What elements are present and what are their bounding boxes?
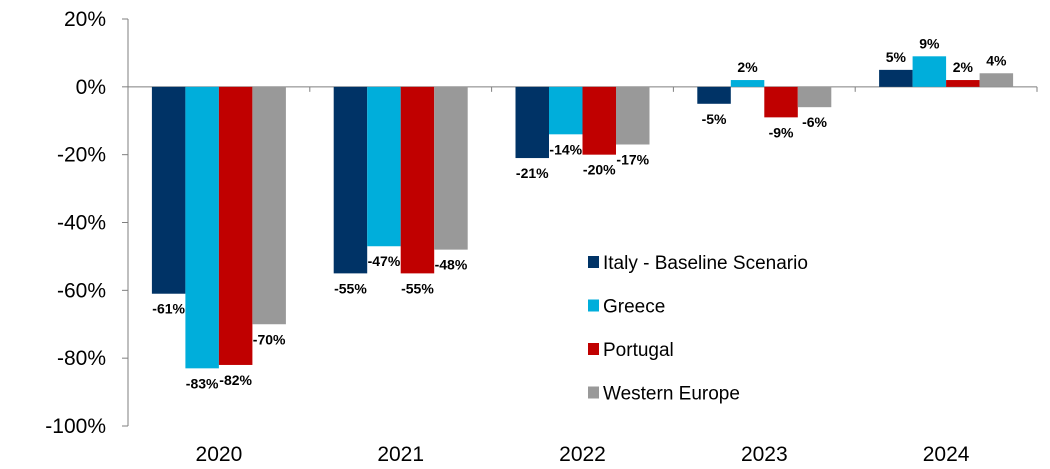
bar [697,86,731,104]
bar [252,86,286,325]
bar [616,86,650,145]
bar [764,86,798,118]
bar [879,69,913,87]
data-label: -14% [549,141,582,157]
data-label: -55% [334,280,367,296]
bar [797,86,832,108]
data-label: 2% [953,59,974,75]
data-label: -47% [368,253,401,269]
data-label: -9% [769,124,794,140]
y-tick-label: -60% [57,279,106,302]
data-label: -5% [702,111,727,127]
data-label: -83% [186,375,219,391]
bar [946,80,980,87]
legend-label: Western Europe [603,384,740,405]
legend-label: Italy - Baseline Scenario [603,253,808,274]
legend-label: Greece [603,297,665,318]
y-axis: 20% 0% -20% -40% -60% -80% -100% [45,8,129,438]
y-tick-label: -40% [57,212,106,235]
y-tick-label: 20% [64,8,106,31]
bar [400,86,435,274]
bar [434,86,468,250]
bar [151,86,186,294]
y-tick-label: -20% [57,144,106,167]
legend-swatch [588,343,599,355]
data-label: -6% [802,114,827,130]
bar [979,73,1014,87]
data-label: -48% [435,257,468,273]
data-label: -17% [616,151,649,167]
legend-swatch [588,299,599,312]
x-tick-label: 2021 [377,443,424,466]
data-label: -70% [253,331,286,347]
y-tick-label: -80% [57,347,106,370]
x-tick-label: 2022 [559,443,606,466]
bar [367,86,401,247]
y-tick-label: -100% [45,415,106,438]
legend-swatch [588,256,599,268]
legend-swatch [588,386,599,399]
x-tick-label: 2020 [196,443,243,466]
legend-label: Portugal [603,340,674,361]
data-label: -20% [583,162,616,178]
bar [582,86,616,155]
bar [549,86,583,135]
data-labels: -61% -55% -21% -5% 5% -83% -47% -14% 2% 9% -82% -55… [152,35,1007,391]
x-tick-label: 2024 [923,443,970,466]
bar [515,86,549,159]
data-label: -61% [152,301,185,317]
bars [151,56,1014,369]
bar [218,86,253,365]
legend: Italy - Baseline Scenario Greece Portugal W… [588,253,808,405]
x-tick-label: 2023 [741,443,788,466]
data-label: -21% [516,165,549,181]
y-tick-label: 0% [76,76,106,99]
bar [185,86,219,369]
data-label: -82% [219,372,252,388]
bar [333,86,368,274]
data-label: 2% [737,59,758,75]
bar [730,80,765,87]
data-label: 9% [919,35,940,51]
data-label: 5% [886,49,907,65]
data-label: 4% [986,52,1007,68]
bar [912,56,947,87]
data-label: -55% [401,280,434,296]
